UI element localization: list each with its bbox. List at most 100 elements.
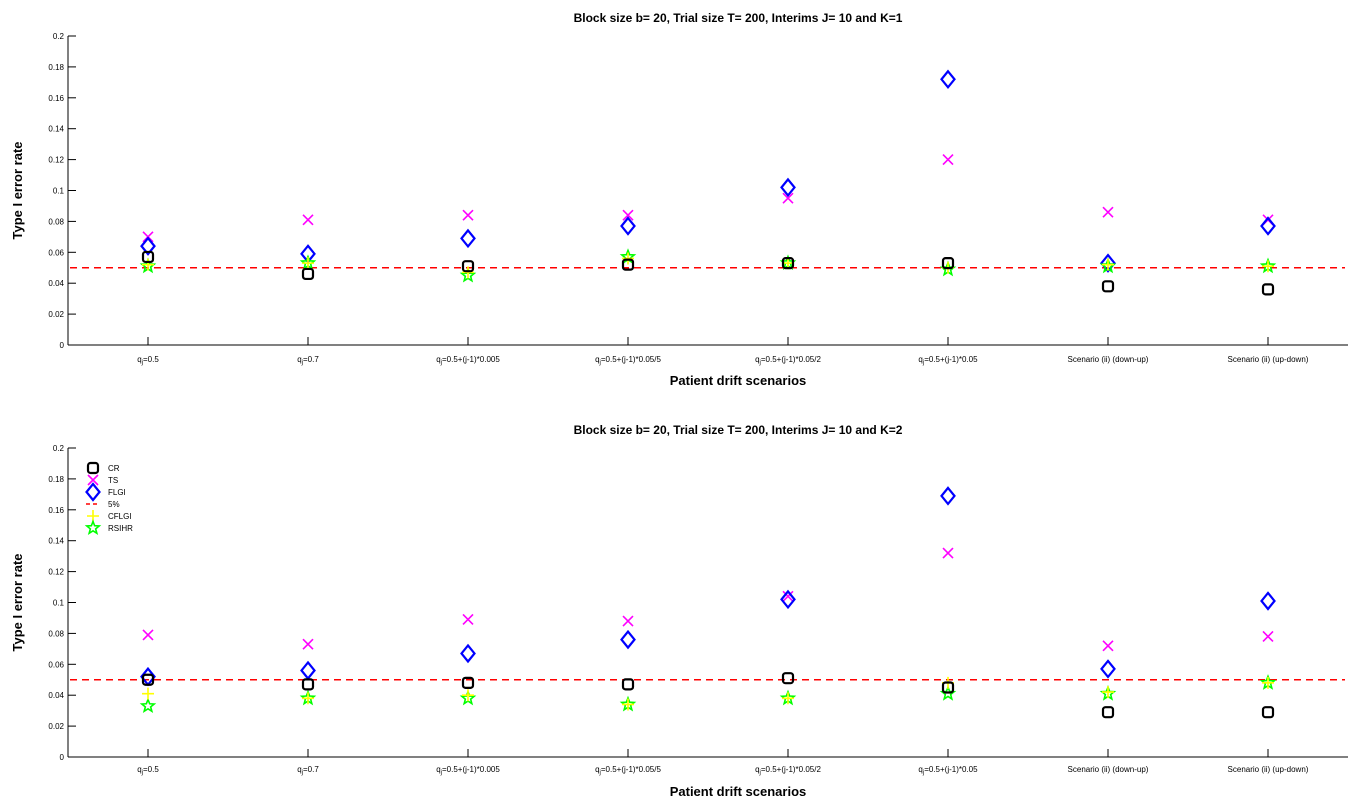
y-tick-label: 0.06	[48, 660, 64, 669]
legend: CR TS FLGI 5% CFLGI RSIHR	[84, 461, 133, 536]
point-rsihr	[139, 697, 157, 714]
point-flgi	[1260, 216, 1276, 236]
x-tick-label: qj=0.5+(j-1)*0.05/5	[595, 355, 661, 366]
point-flgi	[940, 69, 956, 90]
subplot-2: Block size b= 20, Trial size T= 200, Int…	[10, 423, 1348, 799]
y-tick-label: 0.1	[53, 187, 65, 196]
x-tick-label: Scenario (ii) (down-up)	[1068, 765, 1149, 774]
x-tick-label: qj=0.5+(j-1)*0.05/5	[595, 765, 661, 776]
x-tick-label: qj=0.5+(j-1)*0.005	[436, 355, 500, 366]
point-cr	[1261, 283, 1275, 296]
point-flgi	[460, 228, 476, 249]
x-tick-label: qj=0.5+(j-1)*0.05	[918, 355, 978, 366]
series-cr	[141, 250, 1275, 296]
point-ts	[302, 638, 314, 650]
y-tick-label: 0.04	[48, 691, 64, 700]
y-tick-label: 0.16	[48, 506, 64, 515]
point-cr	[621, 258, 635, 271]
series-rsihr	[139, 674, 1277, 714]
point-cr	[461, 260, 475, 273]
point-cflgi	[622, 252, 634, 265]
series-cr	[141, 672, 1275, 719]
point-flgi	[780, 177, 796, 198]
series-ts	[142, 547, 1274, 652]
point-ts	[942, 154, 954, 166]
legend-swatch-ts	[87, 474, 99, 486]
x-tick-label: Scenario (ii) (up-down)	[1228, 355, 1309, 364]
y-tick-label: 0.14	[48, 125, 64, 134]
chart-title: Block size b= 20, Trial size T= 200, Int…	[574, 423, 903, 437]
x-tick-label: qj=0.5+(j-1)*0.05/2	[755, 765, 821, 776]
x-tick-label: Scenario (ii) (up-down)	[1228, 765, 1309, 774]
y-tick-label: 0	[60, 753, 65, 762]
legend-label: FLGI	[108, 488, 126, 497]
y-tick-label: 0.18	[48, 63, 64, 72]
x-tick-label: qj=0.5+(j-1)*0.005	[436, 765, 500, 776]
series-flgi	[140, 486, 1276, 687]
legend-label: CR	[108, 464, 120, 473]
point-cflgi	[1262, 676, 1274, 689]
point-cflgi	[302, 257, 314, 270]
point-ts	[302, 214, 314, 226]
y-axis-label: Type I error rate	[10, 141, 25, 239]
x-tick-label: qj=0.7	[297, 355, 319, 366]
point-flgi	[460, 643, 476, 664]
point-cr	[941, 257, 955, 270]
y-tick-label: 0.12	[48, 156, 64, 165]
point-ts	[1262, 630, 1274, 643]
point-ts	[1102, 640, 1114, 652]
point-ts	[462, 209, 474, 221]
point-ts	[1102, 206, 1114, 218]
y-tick-label: 0.12	[48, 568, 64, 577]
point-ts	[782, 590, 794, 602]
point-flgi	[780, 589, 796, 610]
y-tick-label: 0.02	[48, 310, 64, 319]
point-ts	[462, 613, 474, 626]
point-cr	[1101, 706, 1115, 719]
point-cflgi	[1262, 260, 1274, 273]
point-flgi	[140, 236, 156, 256]
point-cflgi	[782, 692, 794, 705]
point-ts	[622, 615, 634, 627]
series-flgi	[140, 69, 1276, 273]
y-axis-label: Type I error rate	[10, 553, 25, 651]
series-ts	[142, 154, 1274, 243]
y-tick-label: 0.18	[48, 475, 64, 484]
legend-label: TS	[108, 476, 118, 485]
point-cflgi	[622, 698, 634, 711]
legend-swatch-rsihr	[84, 519, 102, 536]
legend-label: 5%	[108, 500, 120, 509]
point-flgi	[940, 486, 956, 506]
x-tick-label: qj=0.7	[297, 765, 319, 776]
y-tick-label: 0.2	[53, 32, 65, 41]
point-flgi	[1260, 591, 1276, 611]
point-ts	[142, 629, 154, 641]
point-cflgi	[302, 692, 314, 705]
point-ts	[942, 547, 954, 559]
subplot-1: Block size b= 20, Trial size T= 200, Int…	[10, 11, 1348, 388]
point-flgi	[1100, 253, 1116, 273]
y-tick-label: 0.08	[48, 629, 64, 638]
point-cflgi	[462, 266, 474, 279]
legend-swatch-cr	[86, 461, 100, 475]
y-tick-label: 0.06	[48, 248, 64, 257]
point-cr	[781, 672, 795, 685]
point-cr	[461, 676, 475, 689]
chart-title: Block size b= 20, Trial size T= 200, Int…	[574, 11, 903, 25]
y-tick-label: 0.02	[48, 722, 64, 731]
point-ts	[782, 192, 794, 204]
y-tick-label: 0.14	[48, 537, 64, 546]
point-cr	[301, 267, 315, 281]
y-tick-label: 0.16	[48, 94, 64, 103]
legend-swatch-flgi	[85, 482, 101, 502]
point-flgi	[300, 660, 316, 681]
x-axis-label: Patient drift scenarios	[670, 373, 807, 388]
point-ts	[622, 209, 634, 221]
y-tick-label: 0.08	[48, 217, 64, 226]
point-cflgi	[142, 258, 154, 271]
x-tick-label: qj=0.5	[137, 355, 159, 366]
point-cr	[621, 678, 635, 691]
series-cflgi	[142, 252, 1274, 279]
